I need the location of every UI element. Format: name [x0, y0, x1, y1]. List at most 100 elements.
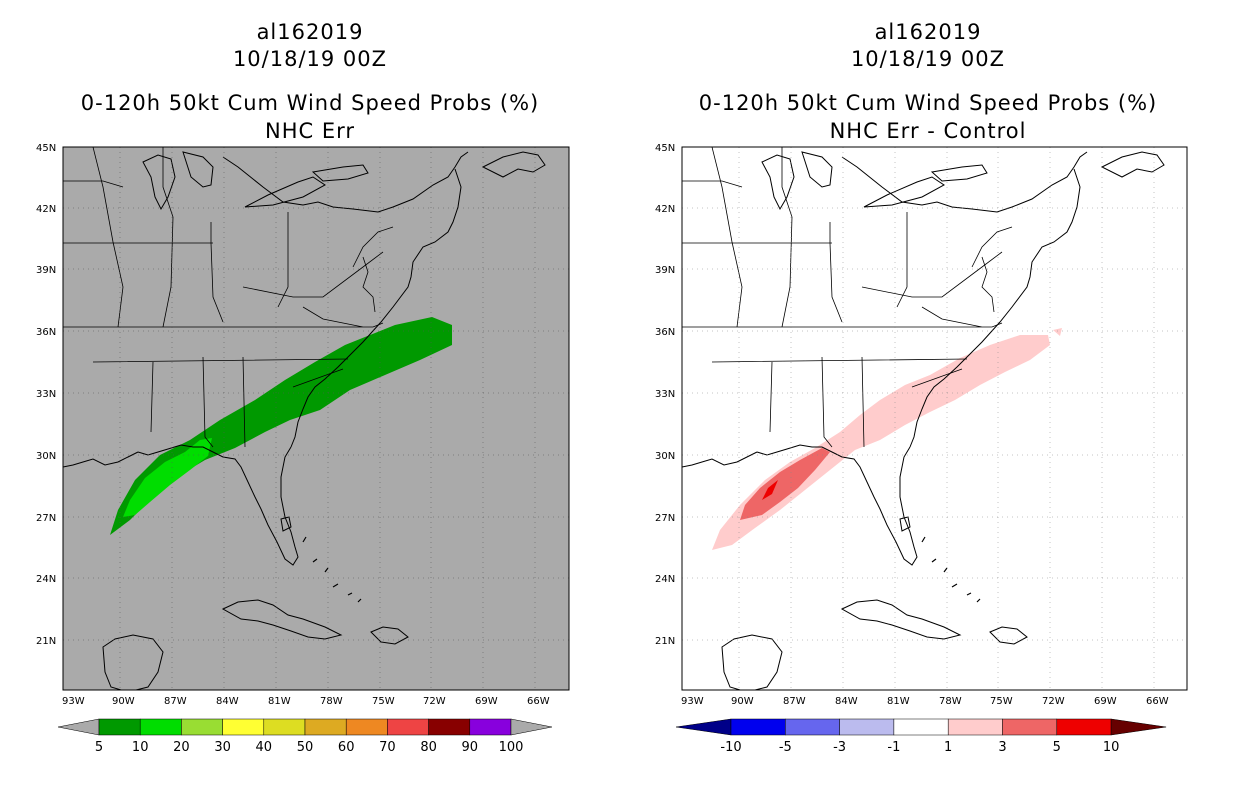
colorbar-box — [785, 718, 840, 736]
colorbar-box — [428, 718, 471, 736]
colorbar-label: 20 — [173, 740, 190, 755]
left-lon-label: 75W — [372, 696, 395, 707]
left-lat-label: 33N — [36, 389, 56, 400]
colorbar-box — [98, 718, 141, 736]
left-lon-label: 72W — [423, 696, 446, 707]
left-lon-label: 90W — [112, 696, 135, 707]
colorbar-box — [181, 718, 223, 736]
colorbar-box — [139, 718, 182, 736]
colorbar-box — [345, 718, 388, 736]
left-storm-id: al162019 — [256, 20, 364, 44]
colorbar-label: 80 — [420, 740, 437, 755]
colorbar-label: 70 — [379, 740, 396, 755]
right-lon-label: 66W — [1146, 696, 1169, 707]
right-diff-3to5 — [740, 448, 830, 520]
right-product-title: 0-120h 50kt Cum Wind Speed Probs (%) — [698, 91, 1158, 115]
colorbar-end-high — [510, 718, 553, 736]
right-datetime: 10/18/19 00Z — [850, 47, 1006, 71]
colorbar-label: 10 — [132, 740, 149, 755]
right-lat-label: 21N — [655, 636, 675, 647]
right-lat-label: 42N — [655, 204, 675, 215]
left-lat-label: 36N — [36, 327, 56, 338]
left-swath-5pct — [110, 317, 452, 535]
colorbar-label: 1 — [944, 740, 952, 755]
right-lon-label: 69W — [1094, 696, 1117, 707]
colorbar-label: -10 — [720, 740, 741, 755]
colorbar-box — [263, 718, 306, 736]
left-lon-label: 87W — [164, 696, 187, 707]
colorbar-label: 90 — [462, 740, 479, 755]
colorbar-label: 100 — [499, 740, 524, 755]
left-lat-label: 27N — [36, 513, 56, 524]
colorbar-box — [469, 718, 512, 736]
colorbar-box — [1002, 718, 1058, 736]
left-lon-label: 81W — [268, 696, 291, 707]
right-lat-label: 33N — [655, 389, 675, 400]
left-colorbar: 5 10 20 30 40 50 60 70 80 90 100 — [57, 718, 553, 755]
colorbar-box — [730, 718, 786, 736]
colorbar-box — [1056, 718, 1112, 736]
colorbar-label: -5 — [779, 740, 792, 755]
left-map-background — [62, 146, 570, 691]
right-lat-label: 45N — [655, 143, 675, 154]
right-diff-5to10 — [762, 480, 778, 500]
right-lon-label: 84W — [835, 696, 858, 707]
colorbar-label: 3 — [998, 740, 1006, 755]
right-diff-1to3-b — [1053, 328, 1062, 336]
right-lon-label: 78W — [939, 696, 962, 707]
right-map-background — [681, 146, 1188, 691]
right-lon-label: 75W — [990, 696, 1013, 707]
left-product-title: 0-120h 50kt Cum Wind Speed Probs (%) — [80, 91, 540, 115]
right-lon-label: 72W — [1042, 696, 1065, 707]
colorbar-label: -1 — [887, 740, 900, 755]
colorbar-label: 40 — [256, 740, 273, 755]
left-map — [62, 146, 570, 691]
left-lat-label: 21N — [36, 636, 56, 647]
right-lon-label: 87W — [783, 696, 806, 707]
right-lon-ticks: 93W 90W 87W 84W 81W 78W 75W 72W 69W 66W — [681, 696, 1169, 707]
right-lat-label: 30N — [655, 451, 675, 462]
right-lat-ticks: 45N 42N 39N 36N 33N 30N 27N 24N 21N — [655, 143, 675, 647]
left-lon-label: 66W — [527, 696, 550, 707]
colorbar-box — [947, 718, 1003, 736]
left-lon-label: 78W — [320, 696, 343, 707]
colorbar-box — [839, 718, 895, 736]
colorbar-label: 30 — [214, 740, 231, 755]
right-diff-1to3 — [712, 335, 1050, 550]
colorbar-label: -3 — [833, 740, 846, 755]
left-subtitle: NHC Err — [264, 119, 355, 143]
colorbar-label: 60 — [338, 740, 355, 755]
left-datetime: 10/18/19 00Z — [232, 47, 388, 71]
colorbar-end-high — [1110, 718, 1167, 736]
colorbar-box — [893, 718, 949, 736]
left-lon-label: 69W — [475, 696, 498, 707]
colorbar-end-low — [675, 718, 732, 736]
colorbar-label: 10 — [1103, 740, 1120, 755]
colorbar-box — [387, 718, 429, 736]
left-lon-ticks: 93W 90W 87W 84W 81W 78W 75W 72W 69W 66W — [62, 696, 550, 707]
right-colorbar: -10 -5 -3 -1 1 3 5 10 — [675, 718, 1167, 755]
right-map — [681, 146, 1188, 691]
right-lat-label: 27N — [655, 513, 675, 524]
right-lat-label: 36N — [655, 327, 675, 338]
colorbar-label: 5 — [1053, 740, 1061, 755]
left-lat-ticks: 45N 42N 39N 36N 33N 30N 27N 24N 21N — [36, 143, 56, 647]
left-lat-label: 24N — [36, 574, 56, 585]
right-lon-label: 90W — [731, 696, 754, 707]
left-lon-label: 93W — [62, 696, 85, 707]
right-subtitle: NHC Err - Control — [829, 119, 1027, 143]
right-lon-label: 93W — [681, 696, 704, 707]
right-storm-id: al162019 — [874, 20, 982, 44]
left-lat-label: 30N — [36, 451, 56, 462]
colorbar-end-low — [57, 718, 100, 736]
right-lat-label: 39N — [655, 265, 675, 276]
right-lon-label: 81W — [887, 696, 910, 707]
left-lon-label: 84W — [216, 696, 239, 707]
colorbar-box — [222, 718, 265, 736]
left-lat-label: 39N — [36, 265, 56, 276]
colorbar-label: 5 — [95, 740, 103, 755]
colorbar-box — [304, 718, 347, 736]
right-lat-label: 24N — [655, 574, 675, 585]
left-swath-10pct — [123, 438, 212, 517]
